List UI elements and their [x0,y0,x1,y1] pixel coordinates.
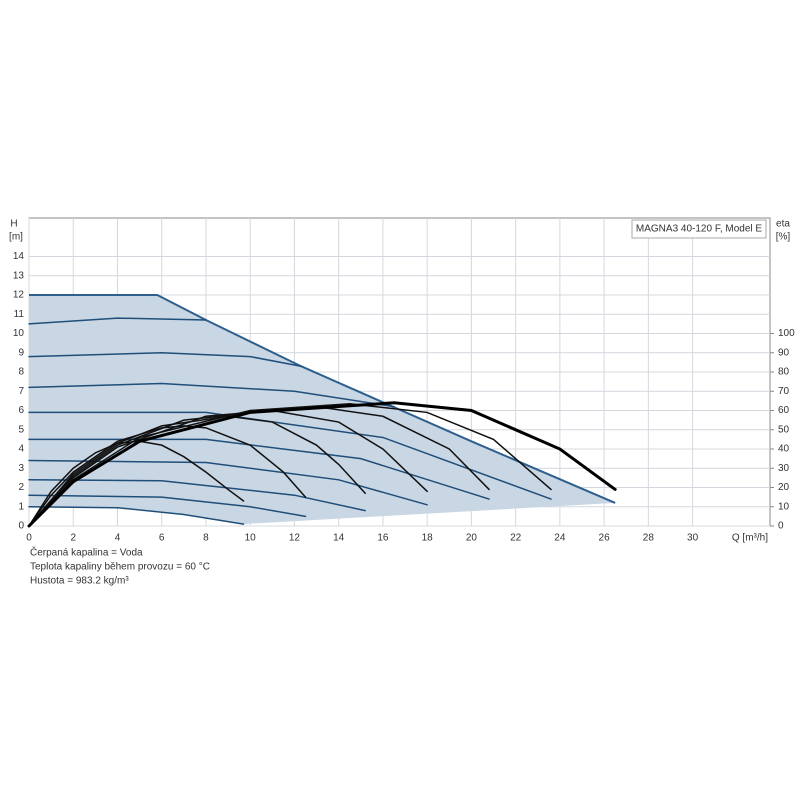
title-box [631,219,767,239]
efficiency-curve [28,425,307,527]
note: Teplota kapaliny během provozu = 60 °C [30,562,210,573]
y-tick-label: 1 [18,501,24,512]
efficiency-curve [27,401,617,528]
y-tick-label: 6 [18,405,24,416]
head-curve [28,382,395,408]
y-tick-label: 5 [18,424,24,435]
head-curve [28,506,245,525]
y2-axis-unit: [%] [776,232,791,243]
y-tick-label: 13 [13,270,25,281]
operating-area [29,295,616,525]
y2-tick-label: 70 [778,386,790,397]
x-tick-label: 0 [26,533,32,544]
y-tick-label: 9 [18,347,24,358]
y-axis-unit: [m] [9,232,23,243]
head-curve [28,411,552,500]
head-curve [28,317,207,325]
y2-tick-label: 60 [778,405,790,416]
y-tick-label: 2 [18,482,24,493]
y2-tick-label: 0 [778,521,784,532]
x-tick-label: 26 [599,533,611,544]
max-curve [29,294,616,504]
y-tick-label: 14 [13,251,25,262]
head-curve [28,438,490,500]
x-tick-label: 4 [115,533,121,544]
y-tick-label: 4 [18,444,24,455]
y-tick-label: 11 [14,309,25,320]
y-tick-label: 3 [18,463,24,474]
note: Hustota = 983.2 kg/m³ [30,576,129,587]
x-tick-label: 14 [333,533,345,544]
x-tick-label: 16 [377,533,389,544]
x-tick-label: 12 [289,533,301,544]
x-tick-label: 22 [510,533,522,544]
y2-tick-label: 10 [778,501,790,512]
note: Čerpaná kapalina = Voda [30,546,143,559]
x-tick-label: 10 [245,533,257,544]
y2-tick-label: 20 [778,482,790,493]
y2-tick-label: 40 [778,444,790,455]
y2-tick-label: 100 [778,328,795,339]
chart-title: MAGNA3 40-120 F, Model E [636,224,762,235]
x-tick-label: 8 [203,533,209,544]
y2-tick-label: 30 [778,463,790,474]
head-curve [28,494,307,518]
x-tick-label: 30 [687,533,699,544]
y-tick-label: 7 [18,386,24,397]
head-curve [28,459,428,506]
y2-axis-label: eta [776,219,790,230]
x-tick-label: 2 [70,533,76,544]
y-axis-label: H [10,219,17,230]
y-tick-label: 0 [18,521,24,532]
y2-tick-label: 80 [778,367,790,378]
x-tick-label: 24 [554,533,566,544]
head-curve [28,351,302,367]
y-tick-label: 12 [13,290,25,301]
x-tick-label: 6 [159,533,165,544]
y-tick-label: 10 [13,328,25,339]
x-tick-label: 18 [422,533,434,544]
head-curve [28,479,366,512]
y2-tick-label: 50 [778,424,790,435]
x-tick-label: 20 [466,533,478,544]
x-tick-label: 28 [643,533,655,544]
x-axis-label: Q [m³/h] [732,533,768,544]
y2-tick-label: 90 [778,347,790,358]
y-tick-label: 8 [18,367,24,378]
efficiency-curve [28,403,552,527]
